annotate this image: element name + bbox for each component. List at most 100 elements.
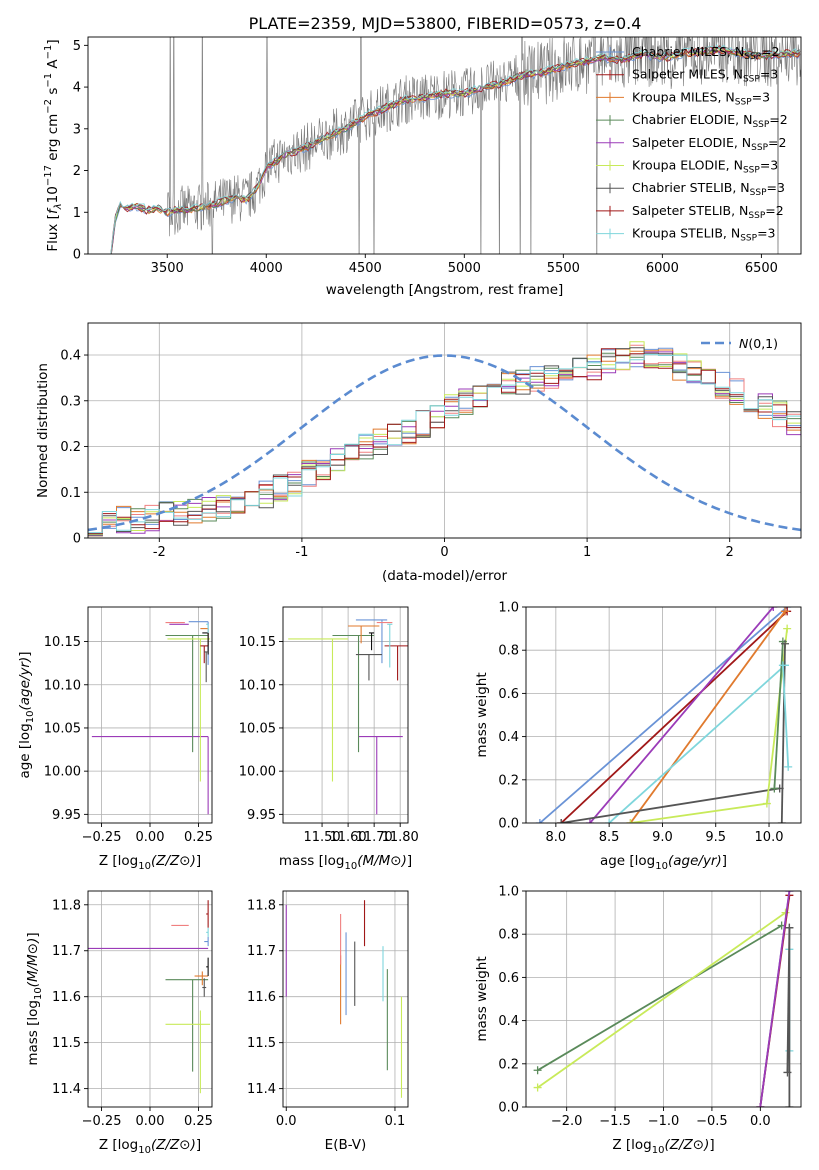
legend-entry: Salpeter MILES, NSSP=3 (596, 67, 778, 85)
y-tick-label: 11.7 (52, 944, 81, 959)
label-part: ] (196, 1137, 201, 1153)
x-axis-label: (data-model)/error (382, 568, 508, 584)
weight-line (780, 643, 786, 823)
weight-series (533, 921, 786, 1075)
label-part: =3 (757, 226, 775, 241)
legend-label: Salpeter STELIB, NSSP=2 (632, 203, 784, 221)
y-tick-label: 0.4 (498, 730, 519, 745)
x-tick-label: 8.0 (546, 830, 567, 845)
label-part: Z [log (99, 853, 138, 869)
weight-series (785, 923, 794, 1107)
label-part: Chabrier STELIB, N (632, 180, 750, 195)
histogram-step-line (88, 348, 801, 537)
errorbar-point (204, 651, 209, 683)
y-tick-label: 0.4 (60, 349, 81, 364)
weight-marker (557, 819, 566, 823)
x-axis-label: age [log10(age/yr)] (600, 853, 727, 872)
legend-entry: Chabrier ELODIE, NSSP=2 (596, 112, 788, 130)
histogram-step-line (88, 351, 801, 536)
weight-line (608, 664, 786, 823)
weight-series (533, 908, 790, 1092)
legend-entry: N(0,1) (701, 336, 778, 351)
weight-series (783, 923, 794, 1077)
x-axis-label: Z [log10(Z/Z⊙)] (99, 1137, 201, 1156)
y-tick-label: 10.05 (239, 721, 276, 736)
x-tick-label: 11.50 (303, 830, 340, 845)
label-part: ] (196, 853, 201, 869)
errorbar-point (206, 927, 209, 937)
weight-marker (605, 819, 614, 823)
label-part: (Z/Z⊙) (664, 1137, 709, 1153)
weight-marker (535, 819, 544, 823)
weight-line (589, 607, 774, 823)
y-tick-label: 0 (73, 248, 81, 263)
label-subscript: 10 (25, 711, 36, 724)
weight-series (585, 607, 778, 823)
x-tick-label: 0.25 (184, 830, 213, 845)
y-tick-label: 10.00 (44, 765, 81, 780)
x-axis-label: Z [log10(Z/Z⊙)] (99, 853, 201, 872)
x-tick-label: 10.0 (755, 830, 784, 845)
errorbar-point (368, 632, 375, 651)
plot-area (533, 891, 794, 1107)
label-part: Flux [ (45, 214, 61, 252)
plot-area (88, 900, 211, 1094)
weight-marker (769, 607, 778, 611)
weight-line (629, 610, 786, 823)
label-part: ] (709, 1137, 714, 1153)
label-subscript: SSP (744, 52, 761, 62)
weight-series (756, 891, 794, 1107)
y-tick-label: 2 (73, 164, 81, 179)
label-part: (age/yr) (668, 853, 722, 869)
label-part: =2 (769, 112, 787, 127)
label-part: (age/yr) (17, 657, 33, 711)
errorbar-point (202, 978, 207, 997)
x-axis-label: Z [log10(Z/Z⊙)] (612, 1137, 714, 1156)
x-tick-label: 6500 (745, 261, 778, 276)
x-tick-label: 6000 (646, 261, 679, 276)
weight-marker (585, 819, 594, 823)
histogram-step-line (88, 348, 801, 534)
x-tick-label: 0.00 (136, 830, 165, 845)
weight-line (759, 891, 791, 1107)
weight-marker (785, 1103, 794, 1107)
weight-marker (533, 1066, 542, 1075)
label-part: Kroupa MILES, N (632, 89, 735, 104)
x-tick-label: 0.0 (750, 1114, 771, 1129)
label-subscript: 10 (33, 987, 44, 1000)
y-tick-label: 0.0 (498, 817, 519, 832)
x-tick-label: 0.0 (276, 1114, 297, 1129)
legend-entry: Chabrier MILES, NSSP=2 (596, 44, 780, 62)
y-axis-label: age [log10(age/yr)] (17, 651, 36, 778)
label-part: =2 (761, 44, 779, 59)
panel-residuals: -2 -1 0 1 2 0 0.1 0.2 0.3 0.4 (data-model)/error No… (35, 322, 802, 584)
legend-label: Salpeter ELODIE, NSSP=2 (632, 135, 786, 153)
errorbar-point (202, 632, 209, 655)
legend-label: Salpeter MILES, NSSP=3 (632, 67, 778, 85)
y-tick-label: 0.6 (498, 971, 519, 986)
label-part: A (45, 59, 61, 73)
y-tick-label: 0.2 (60, 440, 81, 455)
label-part: =3 (767, 180, 785, 195)
weight-series (778, 661, 793, 771)
weight-marker (777, 819, 786, 823)
errorbar-point (167, 638, 211, 782)
y-tick-label: 10.10 (44, 678, 81, 693)
weight-marker (762, 799, 771, 808)
x-tick-label: −2.0 (551, 1114, 583, 1129)
y-tick-label: 0.6 (498, 687, 519, 702)
y-tick-label: 10.05 (44, 721, 81, 736)
x-tick-label: -2 (153, 545, 166, 560)
axes-frame (87, 36, 802, 255)
label-part: (0,1) (748, 336, 778, 351)
legend-entry: Kroupa STELIB, NSSP=3 (596, 226, 776, 244)
weight-line (561, 787, 780, 823)
label-part: (M/M⊙) (357, 853, 407, 869)
label-part: =3 (752, 89, 770, 104)
y-axis-label: mass weight (474, 672, 490, 757)
label-subscript: SSP (751, 143, 768, 153)
label-part: (Z/Z⊙) (151, 1137, 196, 1153)
x-tick-label: −1.5 (599, 1114, 631, 1129)
weight-line (537, 911, 787, 1089)
panel-mass_vs_ebv: 0.0 0.1 11.4 11.5 11.6 11.7 11.8 E(B-V) (247, 890, 409, 1153)
